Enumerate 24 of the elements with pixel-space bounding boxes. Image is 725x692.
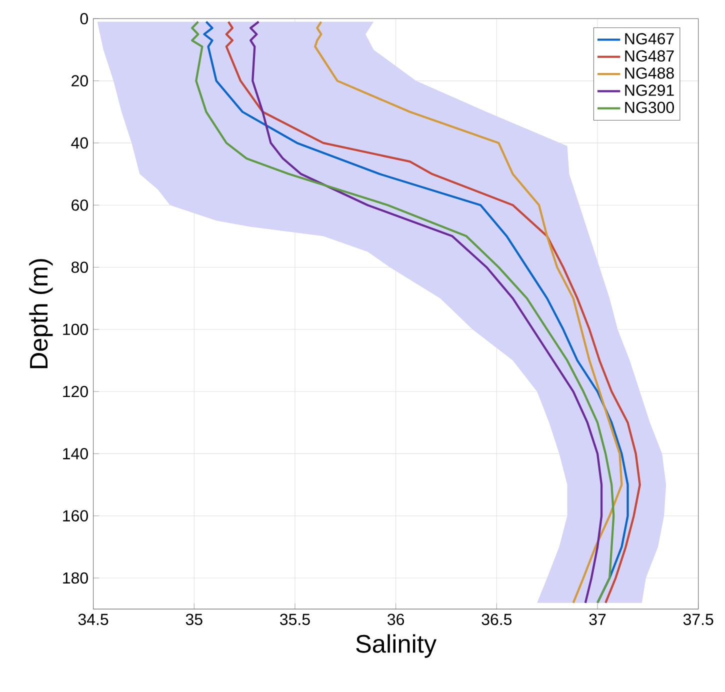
x-tick-label: 36.5 xyxy=(482,614,512,626)
y-tick-label: 120 xyxy=(63,386,88,398)
y-axis-title: Depth (m) xyxy=(29,259,53,368)
y-tick-label: 160 xyxy=(63,510,88,522)
legend-label: NG487 xyxy=(625,50,674,62)
y-tick-label: 20 xyxy=(72,75,88,87)
x-tick-label: 34.5 xyxy=(78,614,108,626)
legend-label: NG300 xyxy=(625,102,674,114)
legend-label: NG467 xyxy=(625,33,674,45)
y-tick-label: 140 xyxy=(63,448,88,460)
x-tick-label: 37 xyxy=(589,614,606,626)
y-tick-label: 100 xyxy=(63,324,88,336)
x-tick-label: 35.5 xyxy=(280,614,310,626)
x-tick-label: 37.5 xyxy=(683,614,714,626)
y-tick-label: 80 xyxy=(71,262,88,274)
x-tick-label: 35 xyxy=(186,614,202,626)
y-tick-label: 180 xyxy=(63,572,88,584)
y-tick-label: 40 xyxy=(71,137,88,149)
legend-label: NG488 xyxy=(625,68,674,79)
x-tick-label: 36 xyxy=(388,614,404,626)
legend-label: NG291 xyxy=(625,84,674,96)
x-axis-title: Salinity xyxy=(356,634,437,658)
y-tick-label: 0 xyxy=(80,13,88,24)
y-tick-label: 60 xyxy=(72,200,88,211)
